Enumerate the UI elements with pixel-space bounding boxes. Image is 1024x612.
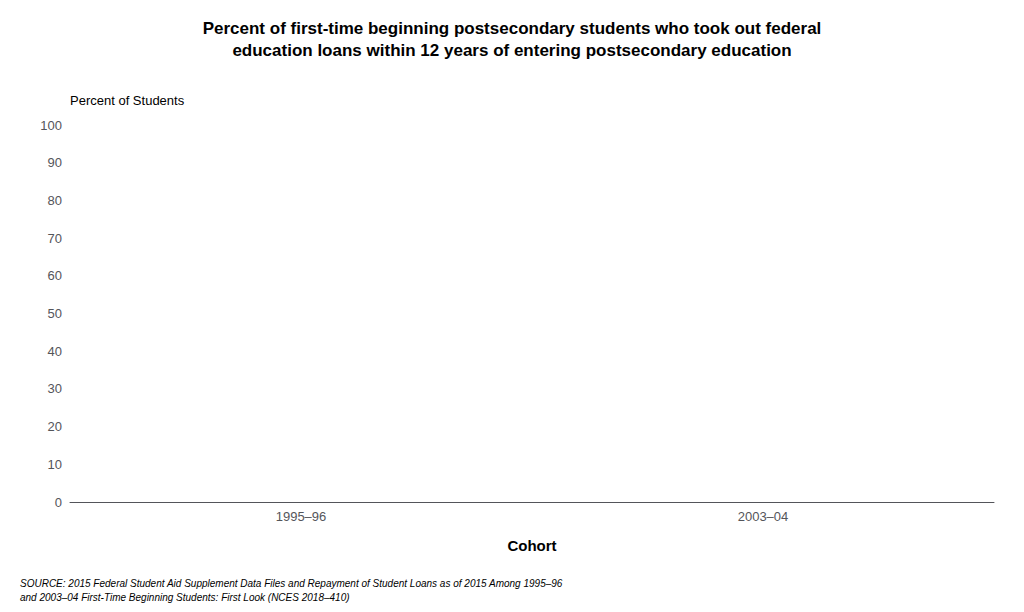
svg-text:1995–96: 1995–96 <box>276 509 327 524</box>
svg-text:40: 40 <box>48 344 62 359</box>
svg-text:60: 60 <box>48 268 62 283</box>
svg-text:education loans within 12 year: education loans within 12 years of enter… <box>232 41 791 60</box>
svg-text:0: 0 <box>55 495 62 510</box>
svg-text:and 2003–04 First-Time Beginni: and 2003–04 First-Time Beginning Student… <box>20 592 350 603</box>
svg-text:Percent of first-time beginnin: Percent of first-time beginning postseco… <box>203 19 822 38</box>
svg-text:SOURCE: 2015 Federal Student A: SOURCE: 2015 Federal Student Aid Supplem… <box>20 578 563 589</box>
svg-text:20: 20 <box>48 419 62 434</box>
svg-text:Percent of Students: Percent of Students <box>70 93 185 108</box>
svg-text:100: 100 <box>40 118 62 133</box>
svg-text:90: 90 <box>48 155 62 170</box>
svg-text:Cohort: Cohort <box>507 537 556 554</box>
svg-text:70: 70 <box>48 231 62 246</box>
svg-text:2003–04: 2003–04 <box>738 509 789 524</box>
svg-text:80: 80 <box>48 193 62 208</box>
svg-text:10: 10 <box>48 457 62 472</box>
svg-text:30: 30 <box>48 381 62 396</box>
svg-text:50: 50 <box>48 306 62 321</box>
